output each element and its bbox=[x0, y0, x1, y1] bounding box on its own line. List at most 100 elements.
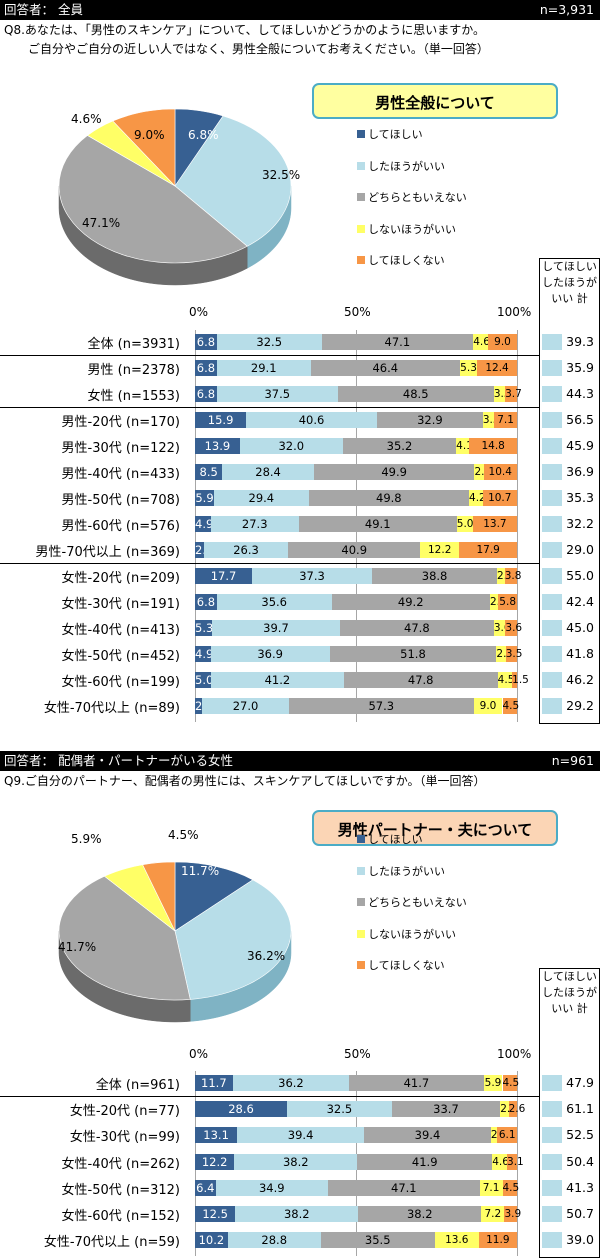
sum-value: 29.2 bbox=[566, 698, 594, 713]
respondent-label: 回答者： 全員 bbox=[4, 2, 83, 17]
bar-segment: 51.8 bbox=[329, 646, 497, 662]
stacked-bar: 6.8 37.5 48.5 3.5 3.7 bbox=[195, 386, 522, 402]
bar-segment: 3.8 bbox=[504, 568, 522, 584]
bar-segment: 12.2 bbox=[195, 1153, 235, 1170]
sum-cell: 45.0 bbox=[542, 619, 600, 637]
bar-segment: 5.3 bbox=[460, 360, 478, 376]
sum-cell: 45.9 bbox=[542, 437, 600, 455]
bar-segment: 41.9 bbox=[357, 1153, 493, 1170]
sum-value: 52.5 bbox=[566, 1127, 594, 1143]
bar-segment: 3.1 bbox=[507, 1153, 524, 1170]
bar-segment: 14.8 bbox=[469, 438, 517, 454]
bar-segment: 41.7 bbox=[349, 1075, 484, 1091]
pie-chart bbox=[58, 108, 292, 286]
legend-swatch bbox=[357, 193, 365, 201]
legend-item: したほうがいい bbox=[357, 865, 445, 879]
pie-slice bbox=[142, 861, 176, 932]
bar-segment: 13.1 bbox=[195, 1127, 238, 1144]
sum-cell: 36.9 bbox=[542, 463, 600, 481]
bar-segment: 15.9 bbox=[195, 412, 247, 428]
sum-value: 36.9 bbox=[566, 464, 594, 479]
bar-segment: 41.2 bbox=[211, 672, 344, 688]
bar-segment: 2.6 bbox=[508, 1101, 526, 1118]
row-label: 女性-20代 (n=77) bbox=[69, 1104, 180, 1120]
sum-value: 50.7 bbox=[566, 1206, 594, 1221]
sum-value: 45.0 bbox=[566, 620, 594, 635]
row-label: 女性-60代 (n=199) bbox=[61, 675, 180, 690]
bar-segment: 29.1 bbox=[216, 360, 311, 376]
pie-slice-label: 4.5% bbox=[168, 828, 199, 842]
respondent-label: 回答者： 配偶者・パートナーがいる女性 bbox=[4, 753, 233, 768]
sum-bar bbox=[542, 516, 562, 532]
sum-value: 39.3 bbox=[566, 334, 594, 349]
bar-segment: 49.8 bbox=[308, 490, 469, 506]
bar-segment: 4.5 bbox=[502, 1179, 520, 1196]
bar-segment: 26.3 bbox=[203, 542, 289, 558]
bar-segment: 3.5 bbox=[493, 386, 511, 402]
legend-swatch bbox=[357, 130, 365, 138]
pie-chart bbox=[58, 861, 292, 1023]
pie-slice bbox=[174, 861, 254, 932]
bar-segment: 10.4 bbox=[483, 464, 517, 480]
bar-segment: 17.9 bbox=[459, 542, 517, 558]
stacked-bar: 6.8 32.5 47.1 4.6 9.0 bbox=[195, 334, 517, 350]
legend-item: しないほうがいい bbox=[357, 223, 456, 237]
axis-tick-label: 100% bbox=[497, 1047, 532, 1061]
bar-segment: 2.8 bbox=[474, 464, 491, 480]
sample-size: n=961 bbox=[551, 753, 594, 768]
bar-segment: 8.5 bbox=[195, 464, 223, 480]
pie-slice-label: 4.6% bbox=[71, 112, 102, 126]
row-label: 女性-70代以上 (n=59) bbox=[43, 1235, 180, 1251]
row-label: 女性-50代 (n=312) bbox=[61, 1182, 180, 1198]
bar-segment: 1.5 bbox=[512, 672, 529, 688]
bar-segment: 27.3 bbox=[210, 516, 299, 532]
sum-bar bbox=[542, 1153, 562, 1170]
axis-tick-label: 0% bbox=[189, 1047, 209, 1061]
sum-bar bbox=[542, 1101, 562, 1118]
sum-cell: 56.5 bbox=[542, 411, 600, 429]
bar-segment: 38.2 bbox=[234, 1153, 358, 1170]
sum-cell: 39.3 bbox=[542, 333, 600, 351]
legend-label: どちらともいえない bbox=[368, 191, 467, 204]
bar-segment: 5.9 bbox=[195, 490, 214, 506]
legend-swatch bbox=[357, 866, 365, 875]
legend-swatch bbox=[357, 898, 365, 906]
bar-segment: 7.1 bbox=[494, 412, 517, 428]
bar-segment: 2.6 bbox=[500, 1101, 517, 1118]
sum-bar bbox=[542, 1206, 562, 1222]
legend-swatch bbox=[357, 161, 365, 170]
bar-segment: 5.3 bbox=[195, 620, 214, 636]
sum-bar bbox=[542, 412, 562, 428]
sum-cell: 50.4 bbox=[542, 1153, 600, 1171]
sum-cell: 39.0 bbox=[542, 1231, 600, 1249]
bar-segment: 10.2 bbox=[195, 1232, 228, 1249]
group-divider bbox=[0, 1096, 539, 1098]
legend-label: してほしい bbox=[368, 128, 423, 141]
sum-bar bbox=[542, 1127, 562, 1144]
bar-segment: 2.9 bbox=[496, 646, 513, 662]
sum-bar bbox=[542, 698, 562, 714]
bar-segment: 6.8 bbox=[195, 334, 217, 350]
bar-segment: 4.9 bbox=[195, 516, 214, 532]
bar-segment: 35.2 bbox=[342, 438, 457, 454]
sum-value: 32.2 bbox=[566, 516, 594, 531]
legend-swatch bbox=[357, 961, 365, 969]
legend-item: してほしくない bbox=[357, 254, 445, 268]
question-text: ご自分やご自分の近しい人ではなく、男性全般についてお考えください。（単一回答） bbox=[28, 42, 489, 56]
stacked-bar: 5.9 29.4 49.8 4.2 10.7 bbox=[195, 490, 517, 506]
legend-label: どちらともいえない bbox=[368, 896, 467, 909]
legend-item: してほしくない bbox=[357, 959, 445, 973]
sum-value: 55.0 bbox=[566, 568, 594, 583]
stacked-bar: 4.9 27.3 49.1 5.0 13.7 bbox=[195, 516, 517, 532]
row-label: 男性-20代 (n=170) bbox=[61, 415, 180, 430]
sum-cell: 32.2 bbox=[542, 515, 600, 533]
sum-header-line: したほうが bbox=[542, 986, 597, 999]
sum-bar bbox=[542, 360, 562, 376]
pie-slice-label: 32.5% bbox=[262, 168, 301, 182]
stacked-bar: 17.737.338.82.43.8 bbox=[195, 568, 522, 584]
bar-segment: 36.2 bbox=[232, 1075, 350, 1091]
bar-segment: 6.8 bbox=[195, 360, 217, 376]
sample-size: n=3,931 bbox=[539, 2, 594, 17]
bar-segment: 6.4 bbox=[195, 1179, 216, 1196]
legend-item: したほうがいい bbox=[357, 160, 445, 174]
